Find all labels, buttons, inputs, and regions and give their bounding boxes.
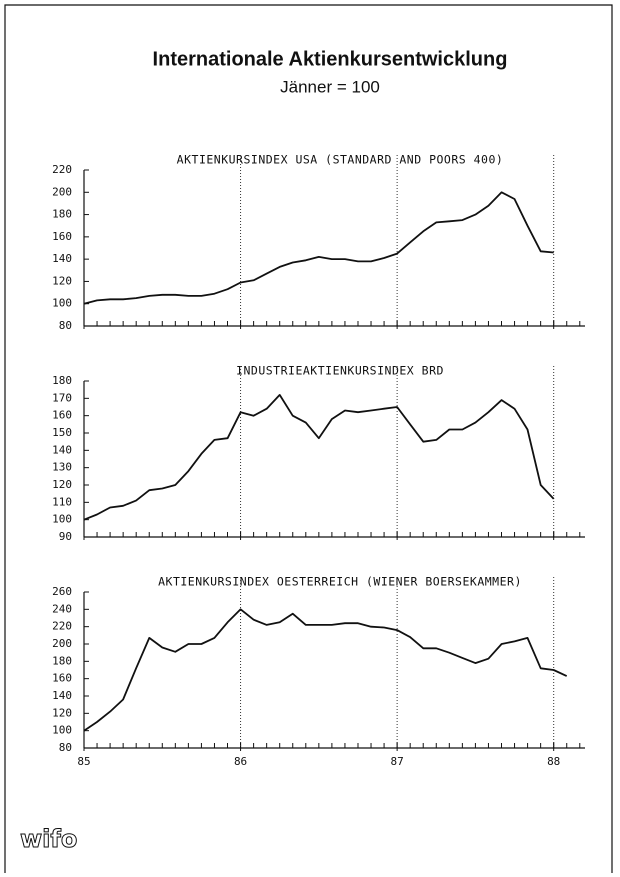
y-tick-label: 130 xyxy=(52,461,72,474)
y-tick-label: 200 xyxy=(52,637,72,650)
data-line xyxy=(83,608,568,732)
y-tick-label: 120 xyxy=(52,706,72,719)
y-tick-label: 180 xyxy=(52,208,72,221)
x-tick-label: 88 xyxy=(547,755,560,768)
x-tick-label: 85 xyxy=(77,755,90,768)
y-tick-label: 160 xyxy=(52,409,72,422)
y-tick-label: 200 xyxy=(52,185,72,198)
logo: wifo xyxy=(20,825,77,853)
y-tick-label: 220 xyxy=(52,620,72,633)
y-tick-label: 180 xyxy=(52,374,72,387)
y-tick-label: 140 xyxy=(52,252,72,265)
x-tick-label: 87 xyxy=(391,755,404,768)
y-tick-label: 140 xyxy=(52,689,72,702)
y-tick-label: 220 xyxy=(52,163,72,176)
figure-title: Internationale Aktienkursentwicklung xyxy=(153,48,508,70)
y-tick-label: 240 xyxy=(52,602,72,615)
y-tick-label: 160 xyxy=(52,672,72,685)
y-tick-label: 140 xyxy=(52,443,72,456)
panel-title: INDUSTRIEAKTIENKURSINDEX BRD xyxy=(236,364,444,378)
data-line xyxy=(83,394,555,521)
y-tick-label: 100 xyxy=(52,513,72,526)
y-tick-label: 100 xyxy=(52,724,72,737)
y-tick-label: 100 xyxy=(52,297,72,310)
y-tick-label: 180 xyxy=(52,654,72,667)
y-tick-label: 120 xyxy=(52,274,72,287)
panel-title: AKTIENKURSINDEX OESTERREICH (WIENER BOER… xyxy=(158,575,522,589)
figure-subtitle: Jänner = 100 xyxy=(280,77,380,96)
panel-title: AKTIENKURSINDEX USA (STANDARD AND POORS … xyxy=(177,153,504,167)
y-tick-label: 160 xyxy=(52,230,72,243)
y-tick-label: 80 xyxy=(59,319,72,332)
y-tick-label: 260 xyxy=(52,585,72,598)
y-tick-label: 90 xyxy=(59,530,72,543)
y-tick-label: 80 xyxy=(59,741,72,754)
x-tick-label: 86 xyxy=(234,755,247,768)
y-tick-label: 120 xyxy=(52,478,72,491)
y-tick-label: 170 xyxy=(52,391,72,404)
frame xyxy=(4,4,613,873)
data-line xyxy=(83,191,554,305)
y-tick-label: 110 xyxy=(52,495,72,508)
y-tick-label: 150 xyxy=(52,426,72,439)
